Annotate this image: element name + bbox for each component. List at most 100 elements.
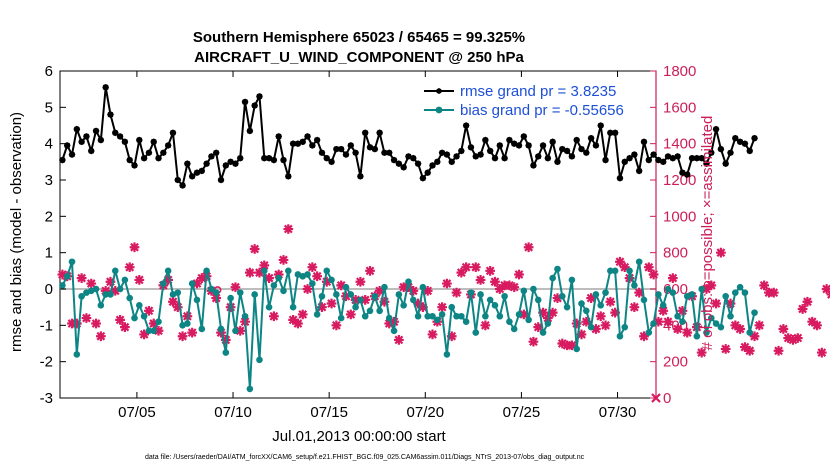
obs-point: [595, 311, 606, 322]
rmse-point: [328, 158, 335, 166]
bias-point: [477, 291, 484, 298]
rmse-point: [116, 133, 124, 140]
bias-point: [236, 289, 244, 296]
obs-point: [677, 305, 688, 316]
bias-point: [563, 303, 571, 311]
rmse-point: [131, 162, 138, 169]
rmse-point: [587, 134, 595, 142]
obs-point: [490, 276, 500, 287]
bias-point: [102, 291, 109, 298]
rmse-point: [544, 154, 552, 162]
chart-title-line2: AIRCRAFT_U_WIND_COMPONENT @ 250 hPa: [194, 49, 524, 66]
rmse-point: [97, 136, 105, 144]
rmse-point: [376, 129, 383, 137]
bias-point: [160, 280, 167, 287]
bias-point: [583, 307, 590, 315]
bias-point: [558, 292, 566, 300]
obs-point: [605, 296, 616, 307]
rmse-point: [357, 173, 364, 180]
bias-point: [520, 287, 528, 295]
rmse-point: [640, 138, 648, 146]
rmse-point: [63, 142, 71, 149]
left-tick-label: 6: [45, 63, 53, 80]
rmse-point: [448, 158, 456, 166]
rmse-point: [741, 140, 749, 147]
rmse-point: [337, 145, 345, 153]
obs-point: [278, 255, 289, 265]
rmse-point: [698, 154, 705, 162]
rmse-point: [385, 149, 393, 157]
x-tick-label: 07/10: [214, 404, 252, 421]
rmse-point: [621, 158, 629, 166]
bias-point: [63, 272, 71, 280]
rmse-point: [126, 156, 133, 164]
obs-point: [244, 267, 255, 278]
rmse-point: [683, 171, 691, 178]
bias-point: [371, 292, 379, 300]
bias-point: [184, 320, 191, 327]
rmse-point: [645, 156, 653, 164]
obs-point: [408, 285, 419, 296]
bias-point: [568, 276, 576, 284]
rmse-point: [145, 149, 153, 157]
x-tick-label: 07/30: [599, 404, 637, 421]
rmse-point: [443, 151, 451, 158]
obs-point: [326, 298, 337, 309]
bias-point: [92, 285, 100, 293]
obs-point: [389, 316, 399, 327]
rmse-point: [727, 149, 734, 157]
rmse-point: [592, 142, 600, 149]
rmse-point: [236, 154, 244, 162]
obs-point: [619, 262, 630, 273]
rmse-point: [68, 151, 76, 158]
bias-point: [304, 271, 311, 278]
bias-point: [525, 316, 532, 324]
bias-point: [587, 323, 595, 331]
bias-point: [491, 302, 499, 309]
bias-point: [256, 356, 263, 364]
rmse-point: [395, 160, 403, 167]
obs-point: [264, 273, 274, 283]
bias-point: [121, 276, 129, 284]
bias-point: [174, 289, 182, 296]
obs-point: [581, 316, 592, 327]
obs-point: [336, 280, 347, 291]
obs-point: [350, 295, 361, 305]
bias-point: [376, 307, 383, 315]
bias-point: [155, 318, 162, 326]
rmse-point: [607, 129, 614, 137]
obs-point: [259, 260, 270, 271]
bias-point: [534, 296, 542, 304]
rmse-point: [467, 144, 475, 151]
bias-point: [592, 291, 600, 298]
rmse-point: [563, 147, 571, 155]
bias-point: [285, 267, 292, 275]
rmse-point: [688, 154, 696, 162]
rmse-point: [554, 158, 561, 166]
right-tick-label: 1600: [663, 99, 696, 116]
obs-point: [427, 329, 438, 340]
rmse-point: [270, 156, 278, 164]
obs-point: [57, 269, 68, 280]
right-tick-label: 1200: [663, 172, 696, 189]
obs-point: [706, 280, 717, 291]
series-nobs-assimilated: [57, 224, 830, 403]
bias-point: [217, 325, 225, 333]
obs-point: [71, 318, 82, 329]
rmse-point: [530, 162, 537, 169]
bias-point: [751, 309, 758, 316]
obs-point: [379, 296, 390, 307]
bias-point: [679, 318, 686, 326]
obs-point: [658, 305, 669, 316]
x-tick-label: 07/20: [407, 404, 445, 421]
bias-point: [385, 314, 393, 322]
obs-point: [254, 267, 265, 278]
bias-point: [126, 294, 133, 302]
obs-point: [76, 273, 87, 283]
plot-frame: [59, 70, 657, 399]
rmse-point: [136, 136, 143, 144]
bias-point: [145, 327, 153, 335]
bias-point: [337, 314, 345, 322]
obs-point: [725, 298, 736, 309]
